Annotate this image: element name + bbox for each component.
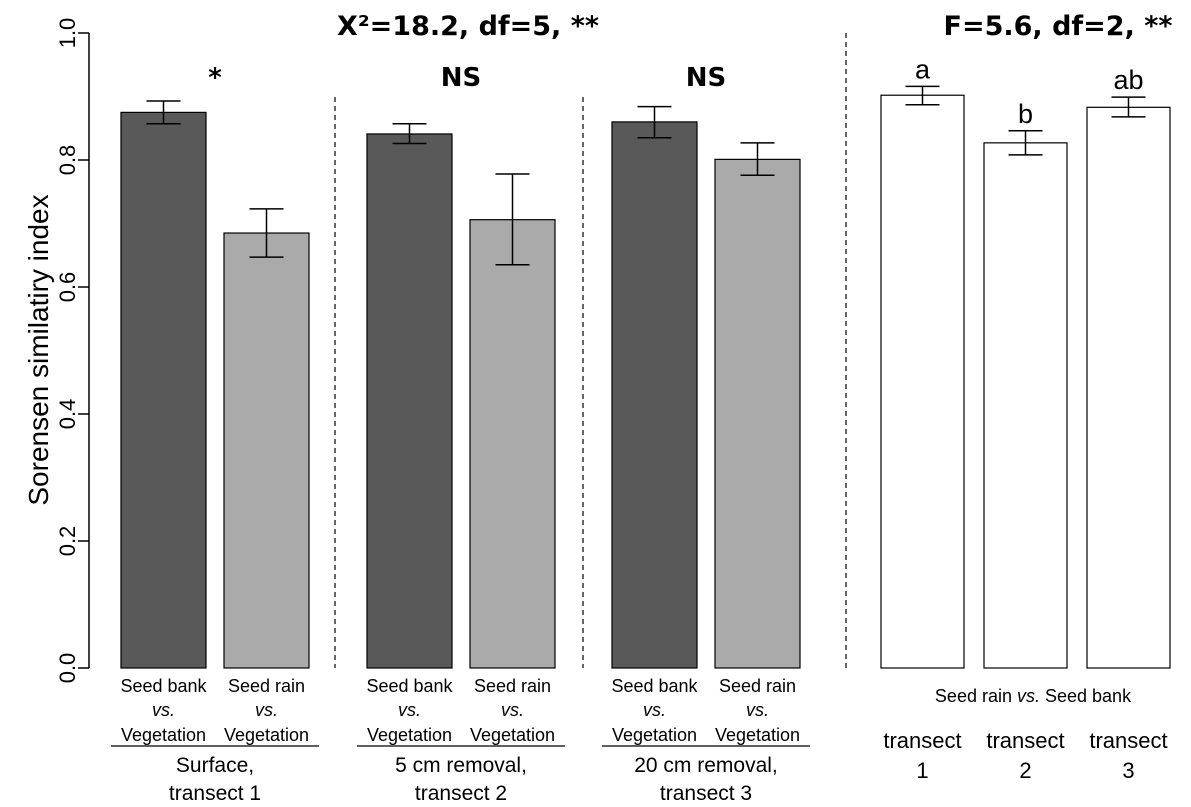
group-separators <box>334 33 847 668</box>
bar-seed_rain <box>714 158 801 669</box>
bar-label-line1: Seed rain <box>719 676 796 696</box>
bar-seed_bank <box>120 111 207 669</box>
bar-label-line3: Vegetation <box>715 725 800 745</box>
bar-label-vs: vs. <box>398 700 421 720</box>
group-label-line2: transect 2 <box>415 782 507 805</box>
y-tick-label: 0.8 <box>55 145 80 176</box>
group-label-line2: transect 3 <box>660 782 752 805</box>
y-axis: 0.0 0.2 0.4 0.6 0.8 1.0 <box>55 18 90 684</box>
bar-seed_bank <box>611 121 698 669</box>
bar-label-line3: Vegetation <box>224 725 309 745</box>
bar-transect <box>880 94 965 669</box>
bar-label-line3: Vegetation <box>612 725 697 745</box>
bar-label-vs: vs. <box>255 700 278 720</box>
x-title-part1: Seed rain <box>935 686 1017 706</box>
bar-letter: b <box>1018 99 1033 129</box>
bar-label-vs: vs. <box>501 700 524 720</box>
significance-label: NS <box>441 63 482 93</box>
y-axis-title: Sorensen similatiry index <box>23 194 54 505</box>
significance-label: * <box>208 63 222 93</box>
bar-transect <box>1086 106 1171 669</box>
bar-label-vs: vs. <box>152 700 175 720</box>
bar-letter: a <box>915 54 931 84</box>
bar-label-line3: Vegetation <box>121 725 206 745</box>
chart-titles: X²=18.2, df=5, ** F=5.6, df=2, ** Sorens… <box>23 11 1172 506</box>
bar-seed_bank <box>366 133 453 669</box>
group-label-line1: 5 cm removal, <box>395 754 527 777</box>
bar-label-vs: vs. <box>746 700 769 720</box>
y-tick-label: 1.0 <box>55 18 80 49</box>
x-title-vs: vs. <box>1017 686 1040 706</box>
significance-label: NS <box>686 63 727 93</box>
bar-letter: ab <box>1113 65 1143 95</box>
bar-label-line3: Vegetation <box>470 725 555 745</box>
bar-label-line1: Seed rain <box>228 676 305 696</box>
bar-label-vs: vs. <box>643 700 666 720</box>
left-chart-title: X²=18.2, df=5, ** <box>337 11 599 42</box>
y-tick-label: 0.2 <box>55 526 80 557</box>
bar-label-line1: Seed bank <box>120 676 207 696</box>
x-title-part3: Seed bank <box>1040 686 1132 706</box>
right-chart-title: F=5.6, df=2, ** <box>944 11 1173 42</box>
transect-label-line2: 3 <box>1122 758 1134 783</box>
bar-transect <box>983 142 1068 669</box>
group-label-line1: 20 cm removal, <box>634 754 778 777</box>
y-tick-label: 0.6 <box>55 272 80 303</box>
bar-seed_rain <box>469 219 556 669</box>
group-label-line1: Surface, <box>176 754 254 777</box>
group-label-line2: transect 1 <box>169 782 261 805</box>
y-tick-label: 0.0 <box>55 653 80 684</box>
right-x-axis-title: Seed rain vs. Seed bank <box>935 686 1132 706</box>
transect-label-line1: transect <box>986 728 1064 753</box>
bar-seed_rain <box>223 232 310 669</box>
transect-label-line1: transect <box>1089 728 1167 753</box>
transect-label-line1: transect <box>883 728 961 753</box>
bar-label-line1: Seed rain <box>474 676 551 696</box>
bar-label-line3: Vegetation <box>367 725 452 745</box>
transect-label-line2: 2 <box>1019 758 1031 783</box>
y-tick-label: 0.4 <box>55 399 80 430</box>
bar-label-line1: Seed bank <box>366 676 453 696</box>
bar-label-line1: Seed bank <box>611 676 698 696</box>
transect-label-line2: 1 <box>916 758 928 783</box>
